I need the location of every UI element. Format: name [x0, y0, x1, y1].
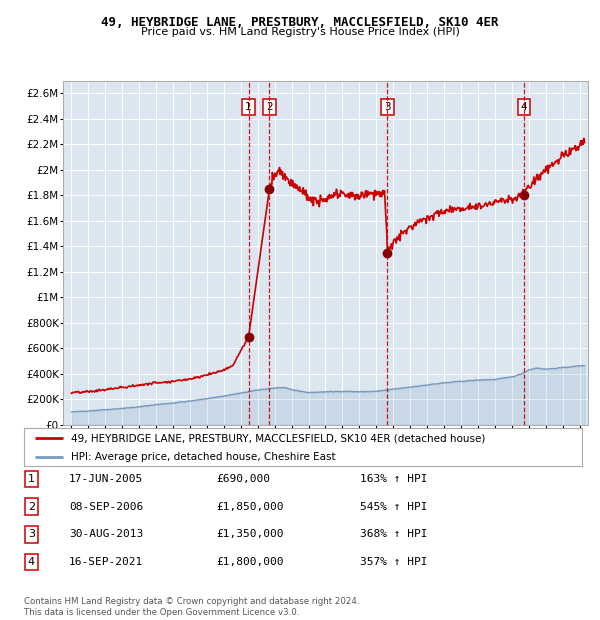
Text: 4: 4 — [521, 102, 527, 112]
Text: 1: 1 — [28, 474, 35, 484]
Text: 2: 2 — [28, 502, 35, 512]
Text: 49, HEYBRIDGE LANE, PRESTBURY, MACCLESFIELD, SK10 4ER: 49, HEYBRIDGE LANE, PRESTBURY, MACCLESFI… — [101, 16, 499, 29]
Text: 17-JUN-2005: 17-JUN-2005 — [69, 474, 143, 484]
Text: 49, HEYBRIDGE LANE, PRESTBURY, MACCLESFIELD, SK10 4ER (detached house): 49, HEYBRIDGE LANE, PRESTBURY, MACCLESFI… — [71, 433, 486, 443]
Text: 2: 2 — [266, 102, 273, 112]
Text: 3: 3 — [384, 102, 391, 112]
Text: £1,850,000: £1,850,000 — [216, 502, 284, 512]
Text: 545% ↑ HPI: 545% ↑ HPI — [360, 502, 427, 512]
Text: £1,800,000: £1,800,000 — [216, 557, 284, 567]
Text: Contains HM Land Registry data © Crown copyright and database right 2024.
This d: Contains HM Land Registry data © Crown c… — [24, 598, 359, 617]
Text: 4: 4 — [28, 557, 35, 567]
Text: 30-AUG-2013: 30-AUG-2013 — [69, 529, 143, 539]
Text: 3: 3 — [28, 529, 35, 539]
Text: 163% ↑ HPI: 163% ↑ HPI — [360, 474, 427, 484]
Text: 08-SEP-2006: 08-SEP-2006 — [69, 502, 143, 512]
Text: HPI: Average price, detached house, Cheshire East: HPI: Average price, detached house, Ches… — [71, 451, 336, 462]
Text: Price paid vs. HM Land Registry's House Price Index (HPI): Price paid vs. HM Land Registry's House … — [140, 27, 460, 37]
Text: £1,350,000: £1,350,000 — [216, 529, 284, 539]
Text: 16-SEP-2021: 16-SEP-2021 — [69, 557, 143, 567]
Text: £690,000: £690,000 — [216, 474, 270, 484]
Text: 1: 1 — [245, 102, 252, 112]
Text: 357% ↑ HPI: 357% ↑ HPI — [360, 557, 427, 567]
Text: 368% ↑ HPI: 368% ↑ HPI — [360, 529, 427, 539]
